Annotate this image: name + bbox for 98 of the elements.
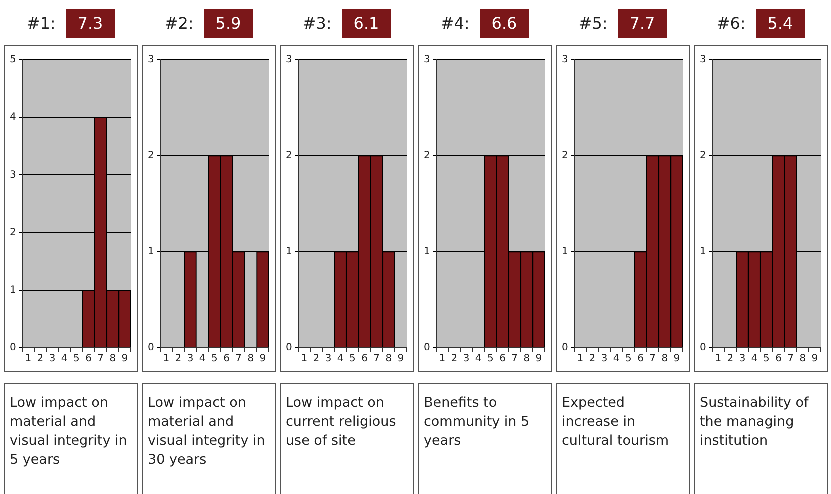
x-tick-label: 9 — [536, 354, 542, 365]
x-tick-label: 9 — [122, 354, 128, 365]
y-tick-label: 0 — [562, 342, 568, 354]
y-tick-label: 0 — [10, 342, 16, 354]
y-tick-label: 3 — [10, 170, 16, 181]
y-tick-label: 1 — [562, 246, 568, 258]
y-tick-label: 1 — [700, 246, 706, 258]
y-tick-label: 3 — [700, 54, 706, 66]
chart-subtitle: 5.4 — [756, 8, 806, 38]
y-tick-label: 4 — [10, 112, 16, 124]
x-tick-label: 8 — [800, 354, 806, 365]
y-tick-label: 2 — [10, 227, 16, 238]
x-tick-label: 6 — [362, 354, 368, 365]
x-tick-label: 6 — [224, 354, 230, 365]
x-tick-label: 4 — [751, 354, 758, 365]
chart-title: #3: — [302, 14, 332, 32]
y-tick-label: 2 — [286, 150, 292, 162]
text: Expected increase in cultural tourism — [556, 383, 690, 494]
y-tick-label: 1 — [148, 246, 154, 258]
x-tick-label: 3 — [601, 354, 608, 365]
y-tick-label: 1 — [286, 246, 292, 258]
chart-subtitle: 5.9 — [204, 8, 254, 38]
x-tick-label: 5 — [211, 354, 218, 365]
y-tick-label: 1 — [10, 284, 16, 296]
x-tick-label: 7 — [236, 354, 242, 365]
x-tick-label: 8 — [524, 354, 530, 365]
x-tick-label: 9 — [398, 354, 404, 365]
x-tick-label: 3 — [739, 354, 746, 365]
chart-subtitle: 6.1 — [342, 8, 392, 38]
text: Low impact on material and visual integrity in 5 years — [4, 383, 138, 494]
chart-title: #2: — [164, 14, 194, 32]
x-tick-label: 6 — [638, 354, 644, 365]
x-tick-label: 1 — [163, 354, 170, 365]
y-tick-label: 5 — [10, 54, 16, 66]
x-tick-label: 5 — [349, 354, 356, 365]
x-tick-label: 4 — [613, 354, 620, 365]
x-tick-label: 8 — [662, 354, 668, 365]
x-tick-label: 4 — [61, 354, 68, 365]
x-tick-label: 6 — [500, 354, 506, 365]
x-tick-label: 6 — [86, 354, 92, 365]
chart-subtitle: 6.6 — [480, 8, 530, 38]
x-tick-label: 5 — [487, 354, 494, 365]
x-tick-label: 7 — [98, 354, 104, 365]
y-tick-label: 0 — [148, 342, 154, 354]
chart-title: #1: — [26, 14, 56, 32]
x-tick-label: 8 — [386, 354, 392, 365]
chart-title: #5: — [578, 14, 608, 32]
text: Low impact on material and visual integrity in 30 years — [142, 383, 276, 494]
chart-title: #6: — [716, 14, 746, 32]
x-tick-label: 1 — [25, 354, 32, 365]
chart-subtitle: 7.7 — [618, 8, 668, 38]
x-tick-label: 4 — [337, 354, 344, 365]
y-tick-label: 2 — [148, 150, 154, 162]
x-tick-label: 9 — [812, 354, 818, 365]
x-tick-label: 3 — [49, 354, 56, 365]
x-tick-label: 1 — [715, 354, 722, 365]
x-tick-label: 3 — [325, 354, 332, 365]
x-tick-label: 4 — [199, 354, 206, 365]
x-tick-label: 2 — [37, 354, 44, 365]
x-tick-label: 1 — [577, 354, 584, 365]
x-tick-label: 9 — [674, 354, 680, 365]
x-tick-label: 3 — [463, 354, 470, 365]
x-tick-label: 9 — [260, 354, 266, 365]
x-tick-label: 7 — [374, 354, 380, 365]
x-tick-label: 7 — [788, 354, 794, 365]
y-tick-label: 2 — [424, 150, 430, 162]
x-tick-label: 4 — [475, 354, 482, 365]
y-tick-label: 3 — [148, 54, 154, 66]
x-tick-label: 2 — [175, 354, 182, 365]
x-tick-label: 5 — [763, 354, 770, 365]
y-tick-label: 0 — [286, 342, 292, 354]
text: Benefits to community in 5 years — [418, 383, 552, 494]
x-tick-label: 5 — [625, 354, 632, 365]
chart-subtitle: 7.3 — [66, 8, 116, 38]
x-tick-label: 2 — [589, 354, 596, 365]
x-tick-label: 1 — [301, 354, 308, 365]
text: Low impact on current religious use of site — [280, 383, 414, 494]
y-tick-label: 2 — [562, 150, 568, 162]
y-tick-label: 0 — [424, 342, 430, 354]
x-tick-label: 8 — [248, 354, 254, 365]
x-tick-label: 2 — [313, 354, 320, 365]
x-tick-label: 8 — [110, 354, 116, 365]
y-tick-label: 2 — [700, 150, 706, 162]
x-tick-label: 6 — [776, 354, 782, 365]
chart-title: #4: — [440, 14, 470, 32]
x-tick-label: 7 — [512, 354, 518, 365]
x-tick-label: 7 — [650, 354, 656, 365]
text: Sustainability of the managing institution — [694, 383, 828, 494]
x-tick-label: 2 — [451, 354, 458, 365]
x-tick-label: 1 — [439, 354, 446, 365]
y-tick-label: 1 — [424, 246, 430, 258]
y-tick-label: 3 — [424, 54, 430, 66]
x-tick-label: 5 — [73, 354, 80, 365]
y-tick-label: 0 — [700, 342, 706, 354]
x-tick-label: 3 — [187, 354, 194, 365]
y-tick-label: 3 — [562, 54, 568, 66]
y-tick-label: 3 — [286, 54, 292, 66]
x-tick-label: 2 — [727, 354, 734, 365]
